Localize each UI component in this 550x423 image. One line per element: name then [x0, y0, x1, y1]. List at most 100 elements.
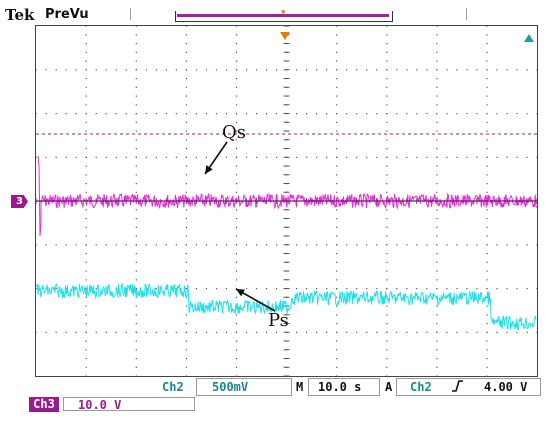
grid-dot	[416, 69, 418, 71]
grid-dot	[165, 113, 167, 115]
grid-dot	[336, 288, 338, 290]
grid-dot	[135, 174, 137, 176]
grid-dot	[185, 69, 187, 71]
grid-dot	[336, 69, 338, 71]
grid-dot	[235, 244, 238, 246]
grid-dot	[386, 51, 388, 53]
grid-dot	[466, 113, 468, 115]
grid-dot	[486, 191, 488, 193]
grid-dot	[336, 139, 338, 141]
grid-dot	[185, 183, 187, 185]
grid-dot	[336, 191, 338, 193]
grid-dot	[235, 235, 238, 237]
grid-dot	[275, 288, 278, 290]
grid-dot	[406, 331, 408, 333]
grid-dot	[245, 113, 248, 115]
grid-dot	[436, 375, 438, 376]
grid-dot	[476, 331, 478, 333]
grid-dot	[85, 375, 87, 376]
grid-dot	[386, 358, 388, 360]
grid-dot	[316, 244, 318, 246]
grid-dot	[85, 183, 87, 185]
grid-dot	[486, 218, 488, 220]
grid-dot	[185, 95, 187, 97]
grid-dot	[185, 305, 187, 307]
grid-dot	[185, 78, 187, 80]
trigger-level: 4.00 V	[484, 380, 528, 394]
grid-dot	[85, 218, 87, 220]
grid-dot	[336, 366, 338, 368]
ch2-label[interactable]: Ch2	[162, 380, 184, 394]
grid-dot	[185, 279, 187, 281]
grid-dot	[436, 43, 438, 45]
grid-dot	[486, 288, 488, 290]
grid-dot	[466, 69, 468, 71]
grid-dot	[486, 26, 488, 27]
grid-dot	[125, 331, 127, 333]
grid-dot	[436, 340, 438, 342]
grid-dot	[336, 261, 338, 263]
channel3-ground-marker[interactable]: 3	[11, 195, 28, 208]
grid-dot	[85, 51, 87, 53]
grid-dot	[85, 349, 87, 351]
grid-dot	[456, 244, 458, 246]
grid-dot	[436, 323, 438, 325]
grid-dot	[125, 69, 127, 71]
grid-dot	[496, 288, 498, 290]
grid-dot	[36, 288, 37, 290]
ch3-scale-box[interactable]: 10.0 V	[63, 397, 195, 412]
grid-dot	[55, 69, 57, 71]
grid-dot	[185, 331, 187, 333]
grid-dot	[486, 174, 488, 176]
grid-dot	[396, 69, 398, 71]
ch3-badge[interactable]: Ch3	[29, 397, 59, 412]
trigger-box[interactable]	[396, 378, 541, 396]
waveform-graticule[interactable]	[35, 25, 538, 377]
grid-dot	[536, 288, 537, 290]
grid-dot	[255, 331, 258, 333]
grid-dot	[486, 43, 488, 45]
grid-dot	[135, 78, 137, 80]
grid-dot	[145, 69, 147, 71]
grid-dot	[135, 69, 137, 71]
grid-dot	[185, 340, 187, 342]
timebase-box[interactable]	[308, 378, 380, 396]
grid-dot	[85, 288, 87, 290]
grid-dot	[436, 104, 438, 106]
grid-dot	[336, 296, 338, 298]
grid-dot	[486, 148, 488, 150]
grid-dot	[245, 69, 248, 71]
grid-dot	[446, 244, 448, 246]
grid-dot	[85, 34, 87, 36]
grid-dot	[386, 261, 388, 263]
grid-dot	[55, 113, 57, 115]
ps-arrow-head	[236, 289, 245, 297]
grid-dot	[235, 209, 238, 211]
grid-dot	[386, 209, 388, 211]
grid-dot	[366, 288, 368, 290]
grid-dot	[85, 43, 87, 45]
grid-dot	[145, 331, 147, 333]
grid-dot	[336, 148, 338, 150]
grid-dot	[436, 261, 438, 263]
grid-dot	[85, 191, 87, 193]
grid-dot	[115, 69, 117, 71]
grid-dot	[436, 218, 438, 220]
grid-dot	[486, 165, 488, 167]
grid-dot	[135, 366, 137, 368]
ch2-scale-box[interactable]	[196, 378, 292, 396]
grid-dot	[185, 104, 187, 106]
trigger-position-marker	[280, 26, 290, 40]
grid-dot	[336, 270, 338, 272]
grid-dot	[296, 113, 298, 115]
grid-dot	[446, 113, 448, 115]
grid-dot	[165, 244, 167, 246]
grid-dot	[336, 235, 338, 237]
grid-dot	[95, 156, 97, 158]
grid-dot	[235, 51, 238, 53]
grid-dot	[436, 113, 438, 115]
grid-dot	[356, 331, 358, 333]
grid-dot	[205, 244, 208, 246]
grid-dot	[516, 331, 518, 333]
grid-dot	[516, 244, 518, 246]
